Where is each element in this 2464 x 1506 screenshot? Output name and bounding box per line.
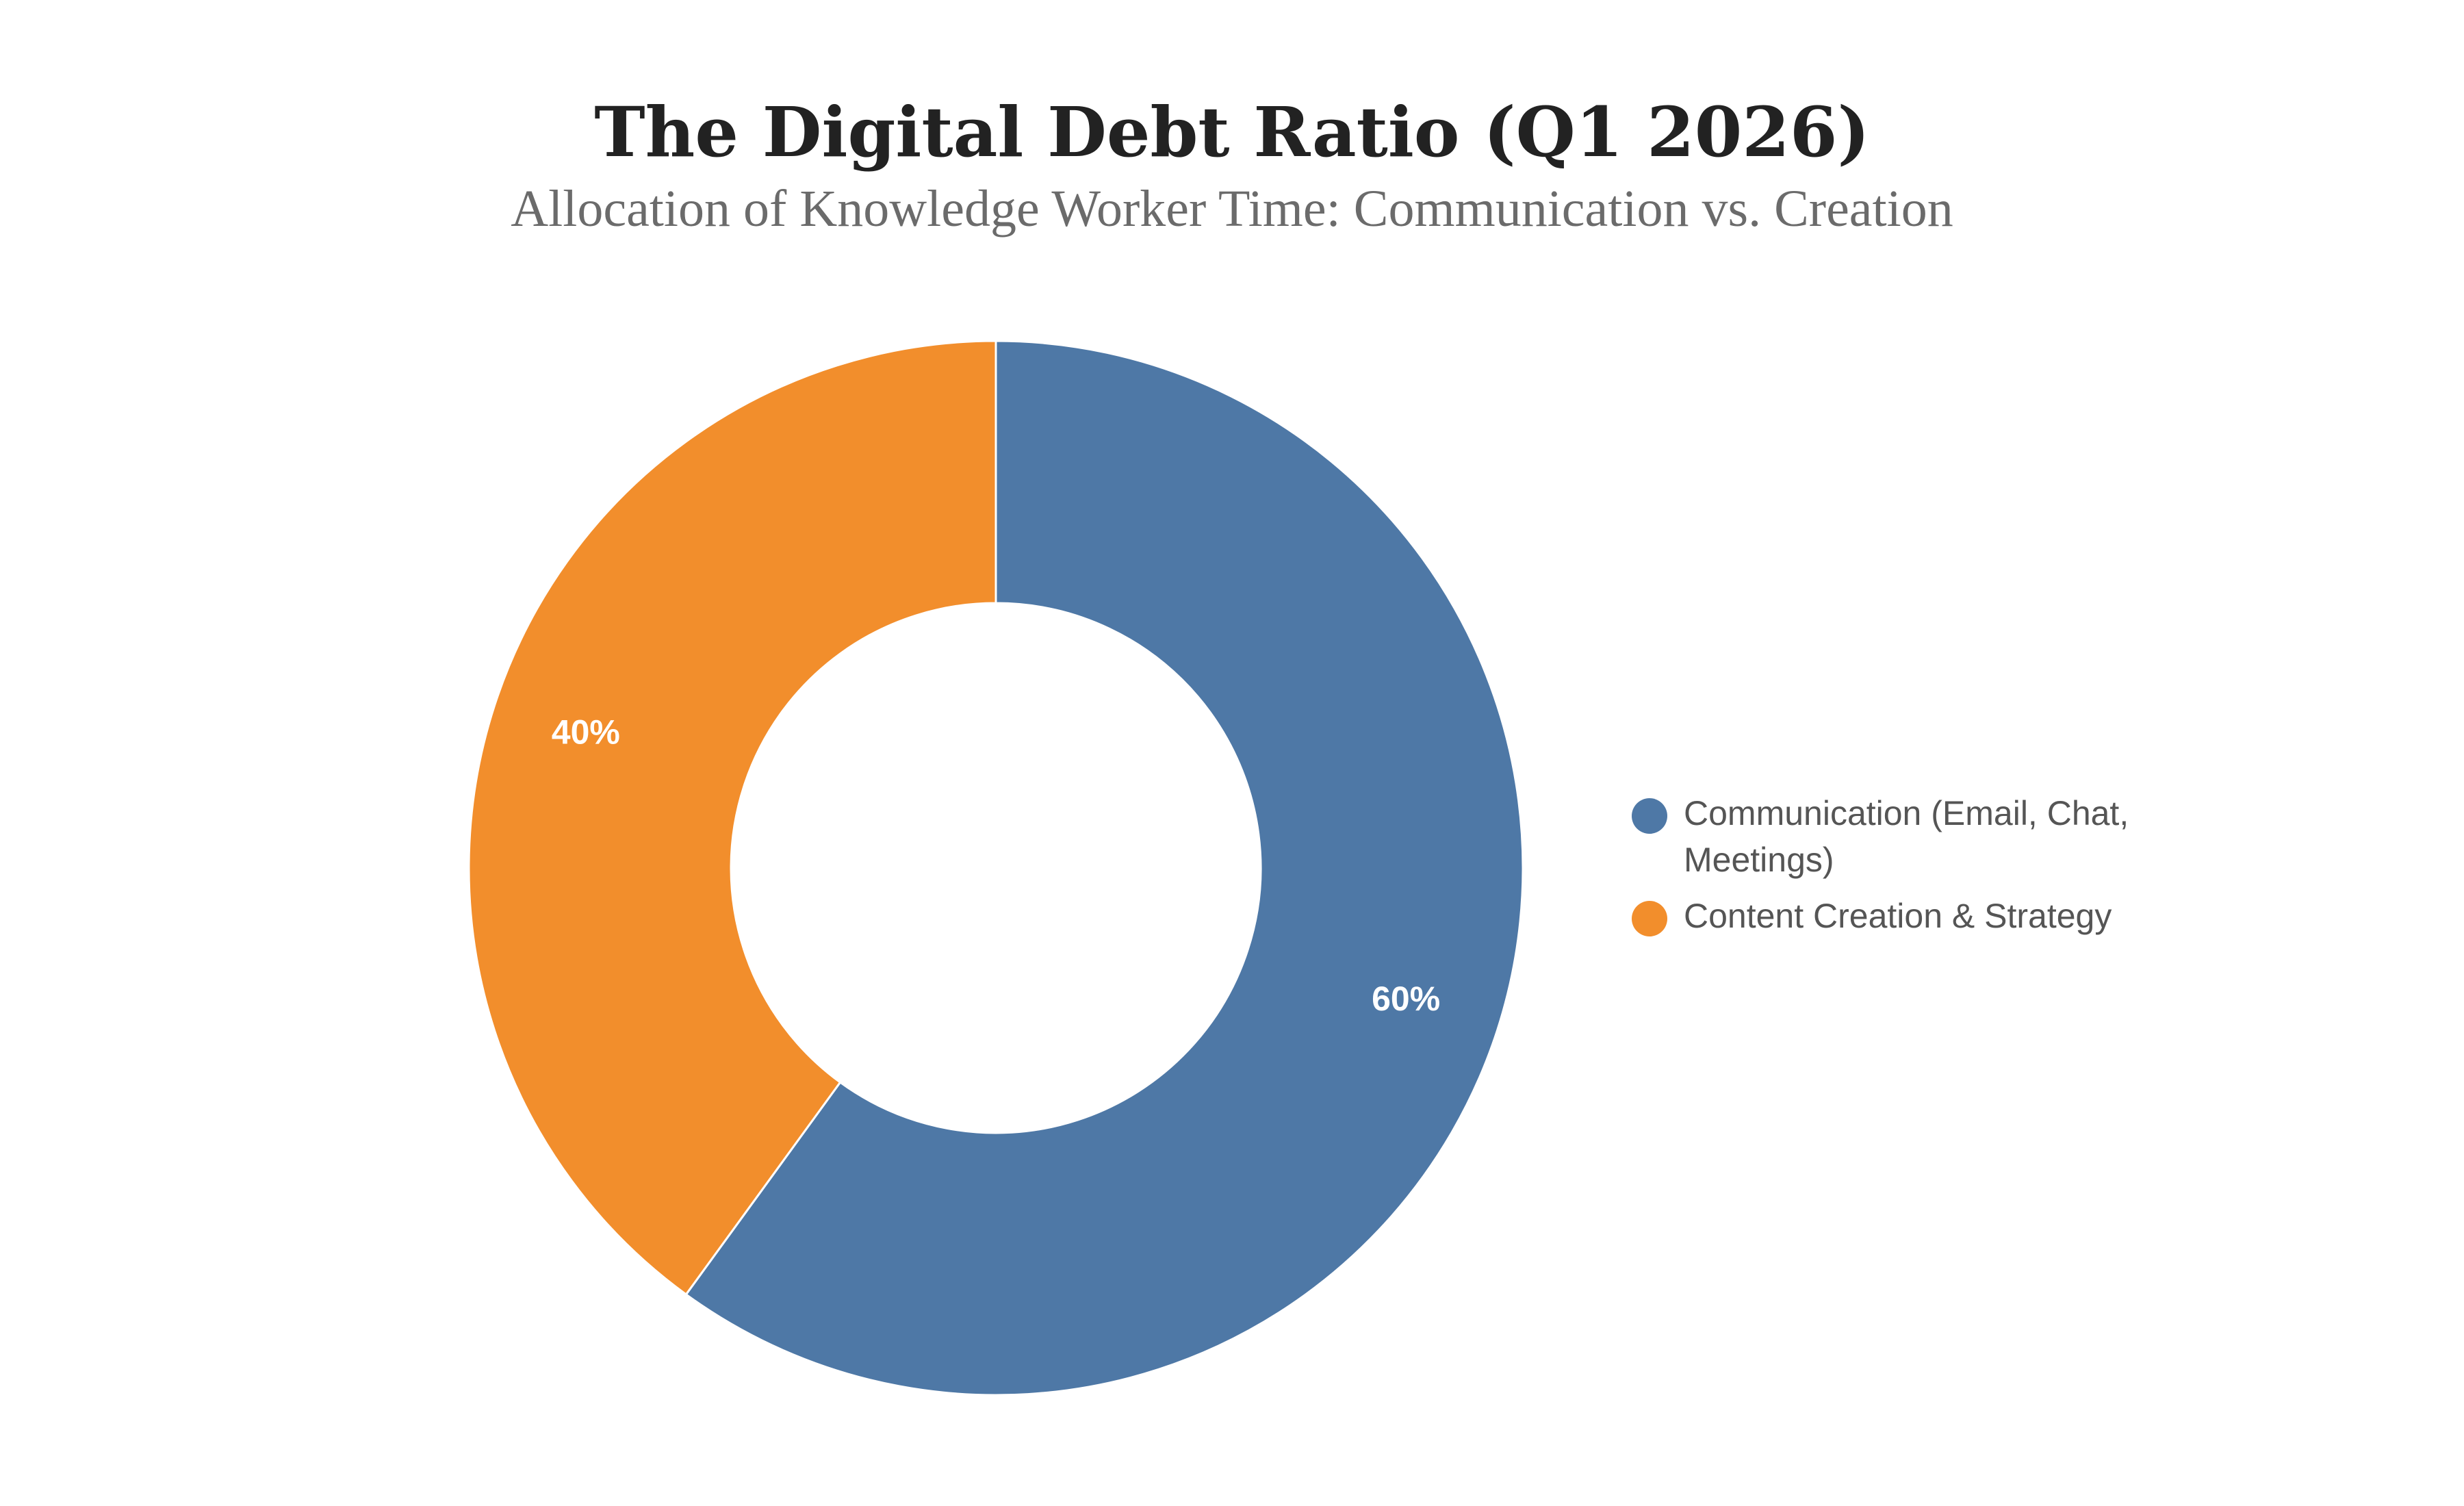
donut-slice-0 xyxy=(684,340,1524,1396)
donut-slices xyxy=(467,340,1524,1396)
slice-value-label-0: 60% xyxy=(1372,980,1440,1018)
legend-item-0: Communication (Email, Chat, Meetings) xyxy=(1632,794,2129,879)
legend-label-1: Content Creation & Strategy xyxy=(1684,897,2112,935)
legend-marker-1 xyxy=(1632,901,1667,936)
donut-slice-1 xyxy=(467,340,997,1297)
legend: Communication (Email, Chat, Meetings) Cont… xyxy=(1632,794,2129,936)
legend-marker-0 xyxy=(1632,798,1667,834)
legend-item-1: Content Creation & Strategy xyxy=(1632,897,2112,936)
chart-subtitle: Allocation of Knowledge Worker Time: Com… xyxy=(511,180,1953,238)
slice-labels: 60% 40% xyxy=(552,713,1440,1018)
slice-value-label-1: 40% xyxy=(552,713,620,752)
chart-title: The Digital Debt Ratio (Q1 2026) xyxy=(594,92,1870,173)
legend-label-0: Communication (Email, Chat, Meetings) xyxy=(1684,794,2129,879)
